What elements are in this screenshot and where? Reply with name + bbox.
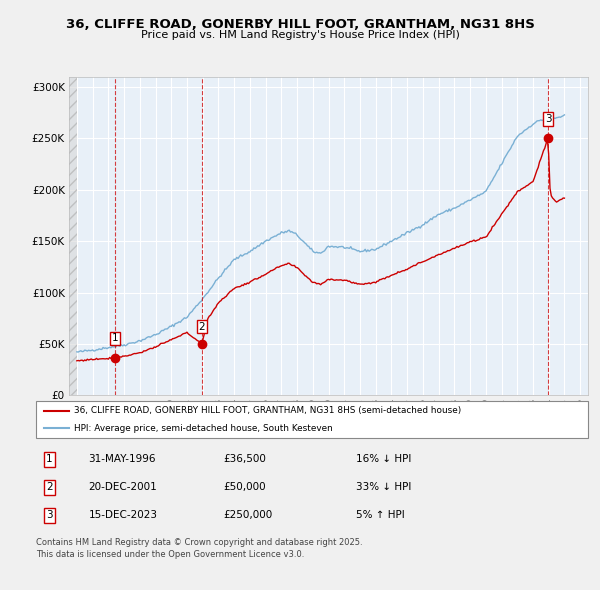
Text: 31-MAY-1996: 31-MAY-1996	[88, 454, 156, 464]
Text: £250,000: £250,000	[224, 510, 273, 520]
Text: 3: 3	[545, 114, 551, 124]
Text: 16% ↓ HPI: 16% ↓ HPI	[356, 454, 412, 464]
Text: This data is licensed under the Open Government Licence v3.0.: This data is licensed under the Open Gov…	[36, 550, 304, 559]
Text: 36, CLIFFE ROAD, GONERBY HILL FOOT, GRANTHAM, NG31 8HS: 36, CLIFFE ROAD, GONERBY HILL FOOT, GRAN…	[65, 18, 535, 31]
Text: HPI: Average price, semi-detached house, South Kesteven: HPI: Average price, semi-detached house,…	[74, 424, 332, 433]
Bar	[69, 77, 77, 395]
Text: 36, CLIFFE ROAD, GONERBY HILL FOOT, GRANTHAM, NG31 8HS (semi-detached house): 36, CLIFFE ROAD, GONERBY HILL FOOT, GRAN…	[74, 406, 461, 415]
Text: £36,500: £36,500	[224, 454, 266, 464]
Text: 15-DEC-2023: 15-DEC-2023	[88, 510, 157, 520]
Text: £50,000: £50,000	[224, 483, 266, 492]
FancyBboxPatch shape	[36, 401, 588, 438]
Text: 2: 2	[199, 322, 205, 332]
Text: 20-DEC-2001: 20-DEC-2001	[88, 483, 157, 492]
Text: Contains HM Land Registry data © Crown copyright and database right 2025.: Contains HM Land Registry data © Crown c…	[36, 538, 362, 547]
Text: 33% ↓ HPI: 33% ↓ HPI	[356, 483, 412, 492]
Text: 5% ↑ HPI: 5% ↑ HPI	[356, 510, 405, 520]
Text: 1: 1	[46, 454, 53, 464]
Text: 1: 1	[112, 333, 118, 343]
Text: 2: 2	[46, 483, 53, 492]
Text: Price paid vs. HM Land Registry's House Price Index (HPI): Price paid vs. HM Land Registry's House …	[140, 30, 460, 40]
Text: 3: 3	[46, 510, 53, 520]
